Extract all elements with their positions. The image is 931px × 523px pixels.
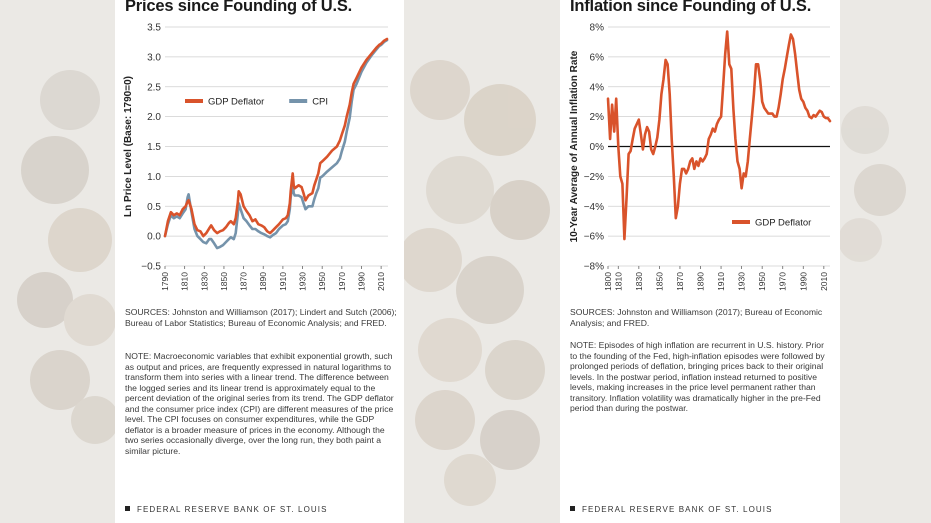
- inflation-chart: −8% −6% −4% −2% 0% 2% 4% 6% 8% 1800 1810 1830 1850 18…: [569, 23, 832, 291]
- x-tick-label: 1800: [603, 272, 613, 291]
- y-tick-label: 4%: [590, 82, 605, 93]
- left-note: NOTE: Macroeconomic variables that exhib…: [125, 351, 394, 456]
- x-tick-label: 1910: [278, 272, 288, 291]
- y-axis-label: Ln Price Level (Base: 1790=0): [123, 76, 134, 217]
- left-figure-panel: Prices since Founding of U.S. −0.5 0.0 0.5…: [115, 0, 404, 523]
- right-footer-text: FEDERAL RESERVE BANK OF ST. LOUIS: [582, 505, 773, 514]
- x-tick-label: 1830: [634, 272, 644, 291]
- right-footer: FEDERAL RESERVE BANK OF ST. LOUIS: [570, 505, 773, 514]
- price-level-chart: −0.5 0.0 0.5 1.0 1.5 2.0 2.5 3.0 3.5 1790 1810 1830…: [123, 23, 389, 291]
- y-tick-label: −2%: [584, 172, 604, 183]
- x-tick-label: 1890: [258, 272, 268, 291]
- y-tick-label: 3.0: [147, 52, 161, 63]
- y-axis-label: 10-Year Average of Annual Inflation Rate: [569, 50, 580, 242]
- x-tick-label: 1810: [180, 272, 190, 291]
- x-tick-label: 1810: [613, 272, 623, 291]
- y-tick-label: −6%: [584, 232, 604, 243]
- x-tick-label: 1910: [716, 272, 726, 291]
- left-sources: SOURCES: Johnston and Williamson (2017);…: [125, 307, 397, 328]
- y-tick-label: 6%: [590, 52, 605, 63]
- y-tick-label: 0%: [590, 142, 605, 153]
- x-tick-label: 1870: [675, 272, 685, 291]
- x-tick-label: 1790: [160, 272, 170, 291]
- x-tick-label: 2010: [376, 272, 386, 291]
- left-footer: FEDERAL RESERVE BANK OF ST. LOUIS: [125, 505, 328, 514]
- x-tick-label: 1890: [696, 272, 706, 291]
- footer-square-icon: [125, 506, 130, 511]
- y-tick-label: 1.5: [147, 142, 161, 153]
- left-footer-text: FEDERAL RESERVE BANK OF ST. LOUIS: [137, 505, 328, 514]
- right-note: NOTE: Episodes of high inflation are rec…: [570, 340, 825, 413]
- y-tick-label: 2.0: [147, 112, 161, 123]
- right-chart-title: Inflation since Founding of U.S.: [570, 0, 812, 15]
- series-line: [606, 30, 832, 241]
- x-tick-label: 1850: [219, 272, 229, 291]
- footer-square-icon: [570, 506, 575, 511]
- right-sources: SOURCES: Johnston and Williamson (2017);…: [570, 307, 823, 328]
- x-tick-label: 1850: [654, 272, 664, 291]
- x-tick-label: 1830: [199, 272, 209, 291]
- x-tick-label: 1950: [757, 272, 767, 291]
- left-chart-title: Prices since Founding of U.S.: [125, 0, 353, 15]
- y-tick-label: −8%: [584, 262, 604, 273]
- x-tick-label: 1990: [356, 272, 366, 291]
- y-tick-label: 1.0: [147, 172, 161, 183]
- y-tick-label: 0.0: [147, 232, 161, 243]
- x-tick-label: 2010: [819, 272, 829, 291]
- series-line: [163, 37, 389, 238]
- x-tick-label: 1970: [778, 272, 788, 291]
- right-figure-panel: Inflation since Founding of U.S. −8% −6% −…: [560, 0, 840, 523]
- x-tick-label: 1950: [317, 272, 327, 291]
- x-tick-label: 1990: [798, 272, 808, 291]
- y-tick-label: 8%: [590, 23, 605, 34]
- legend-label: CPI: [312, 97, 328, 108]
- y-tick-label: 2.5: [147, 82, 161, 93]
- y-tick-label: −4%: [584, 202, 604, 213]
- y-tick-label: −0.5: [141, 262, 161, 273]
- y-tick-label: 0.5: [147, 202, 161, 213]
- legend-label: GDP Deflator: [755, 218, 811, 229]
- legend-label: GDP Deflator: [208, 97, 264, 108]
- x-tick-label: 1930: [298, 272, 308, 291]
- y-tick-label: 2%: [590, 112, 605, 123]
- x-tick-label: 1930: [737, 272, 747, 291]
- y-tick-label: 3.5: [147, 23, 161, 34]
- x-tick-label: 1970: [337, 272, 347, 291]
- series-line: [163, 38, 389, 250]
- x-tick-label: 1870: [239, 272, 249, 291]
